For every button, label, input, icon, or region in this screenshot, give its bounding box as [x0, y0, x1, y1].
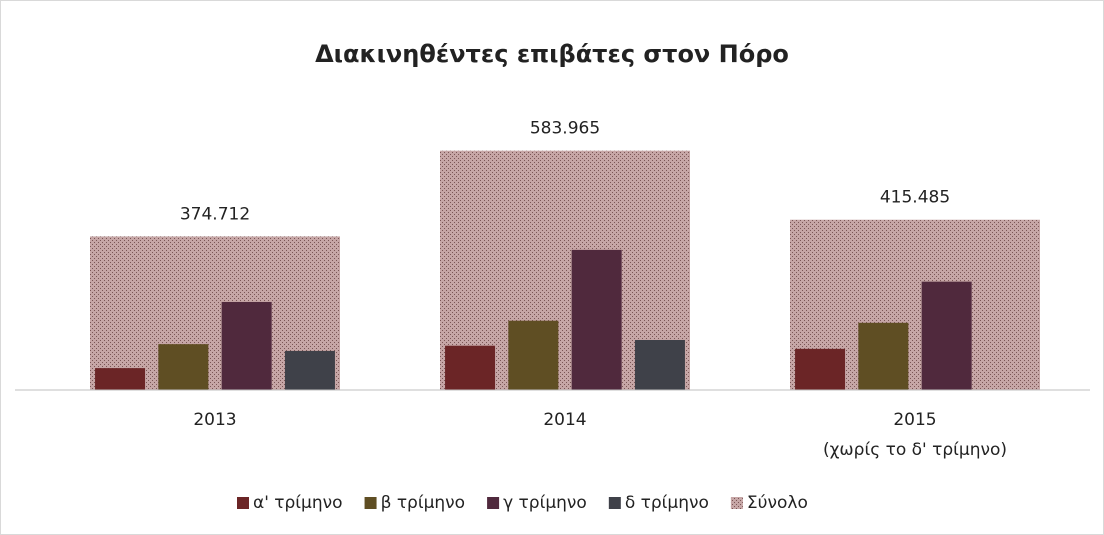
value-label: 415.485 — [880, 188, 950, 208]
legend-swatch — [608, 497, 621, 509]
legend-label: α' τρίμηνο — [253, 493, 343, 513]
x-tick-label: 2015 (χωρίς το δ' τρίμηνο) — [822, 410, 1008, 460]
x-tick-label: 2013 — [193, 410, 237, 430]
bar — [221, 301, 272, 390]
value-label: 583.965 — [530, 119, 600, 139]
value-label: 374.712 — [180, 204, 250, 224]
bar — [571, 249, 622, 390]
legend-label: β τρίμηνο — [381, 493, 466, 513]
bar — [921, 281, 972, 390]
legend-swatch — [364, 497, 377, 509]
legend-label: δ τρίμηνο — [625, 493, 709, 513]
bar — [795, 348, 846, 390]
bar — [284, 350, 335, 390]
legend-swatch — [487, 497, 500, 509]
x-tick-label: 2014 — [543, 410, 587, 430]
legend-label: γ τρίμηνο — [503, 493, 587, 513]
bar — [445, 345, 496, 390]
bar — [634, 340, 685, 390]
bar — [858, 322, 909, 390]
bar — [508, 320, 559, 390]
legend-swatch — [730, 497, 743, 509]
legend-swatch — [237, 497, 249, 509]
bar — [158, 344, 209, 390]
chart-title: Διακινηθέντες επιβάτες στον Πόρο — [315, 40, 789, 68]
bar — [95, 368, 146, 390]
legend-label: Σύνολο — [747, 493, 808, 513]
